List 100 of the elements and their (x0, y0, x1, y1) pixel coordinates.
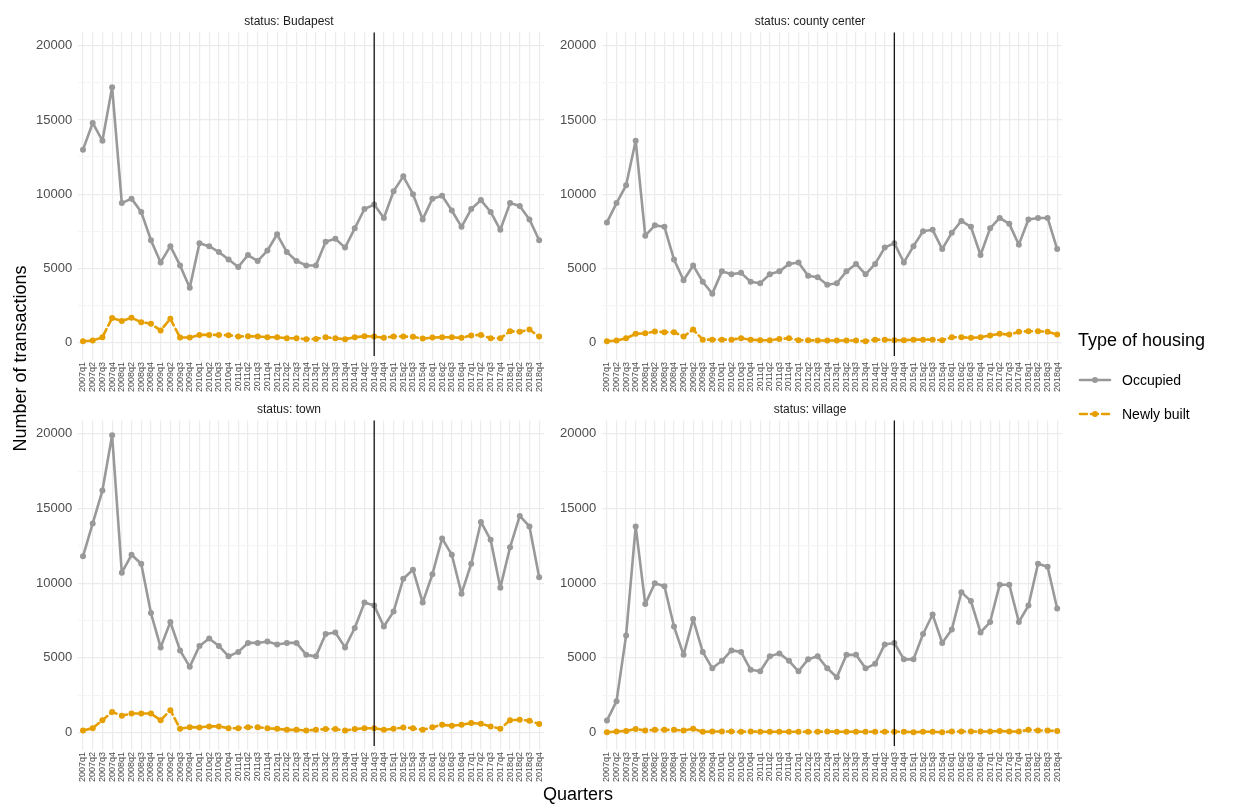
x-tick-label: 2016q1 (946, 751, 957, 783)
point (920, 336, 927, 343)
x-tick-label: 2018q1 (1022, 361, 1033, 393)
point (776, 728, 783, 735)
x-tick-label: 2007q1 (77, 361, 88, 393)
y-tick-label: 20000 (559, 425, 597, 441)
x-tick-label: 2014q3 (368, 751, 379, 783)
chart-title: status: county center (754, 13, 866, 28)
point (929, 611, 936, 618)
point (507, 717, 514, 724)
x-tick-label: 2016q3 (965, 751, 976, 783)
point (1044, 727, 1051, 734)
point (196, 331, 203, 338)
point (939, 337, 946, 344)
point (89, 337, 96, 344)
point (293, 726, 300, 733)
point (766, 653, 773, 660)
point (1006, 581, 1013, 588)
point (958, 334, 965, 341)
x-tick-label: 2013q2 (840, 361, 851, 393)
x-tick-label: 2009q3 (697, 751, 708, 783)
point (853, 728, 859, 735)
point (939, 729, 946, 736)
x-tick-label: 2011q3 (773, 361, 784, 392)
point (776, 335, 783, 342)
chart-title: status: town (256, 401, 322, 416)
point (776, 650, 783, 657)
point (920, 630, 927, 637)
point (738, 335, 745, 342)
x-tick-label: 2012q1 (271, 751, 282, 783)
point (186, 334, 193, 341)
point (1006, 220, 1013, 227)
point (747, 666, 754, 673)
x-tick-label: 2013q2 (840, 751, 851, 783)
x-tick-label: 2015q4 (936, 361, 947, 393)
x-tick-label: 2011q1 (232, 751, 243, 782)
point (215, 642, 222, 649)
point (699, 728, 706, 735)
point (805, 656, 812, 663)
point (507, 544, 514, 551)
x-tick-label: 2013q2 (320, 361, 331, 393)
point (642, 727, 649, 734)
x-tick-label: 2009q3 (174, 361, 185, 393)
point (448, 334, 455, 341)
point (322, 238, 329, 245)
x-tick-label: 2011q1 (232, 361, 243, 392)
x-tick-label: 2017q2 (475, 751, 486, 783)
point (680, 277, 687, 284)
x-tick-label: 2018q3 (523, 361, 534, 393)
point (1044, 214, 1051, 221)
x-tick-label: 2012q1 (793, 751, 804, 783)
x-tick-label: 2008q1 (639, 361, 650, 393)
x-tick-label: 2009q2 (687, 751, 698, 783)
x-tick-label: 2014q2 (358, 361, 369, 393)
point (128, 195, 135, 202)
point (448, 207, 455, 214)
point (448, 551, 455, 558)
point (439, 721, 446, 728)
x-tick-label: 2012q2 (802, 751, 813, 783)
point (795, 337, 802, 344)
point (967, 598, 974, 605)
point (977, 629, 984, 636)
x-tick-label: 2012q4 (300, 751, 311, 783)
point (642, 330, 649, 337)
point (920, 728, 927, 735)
point (785, 657, 792, 664)
x-tick-label: 2014q2 (358, 751, 369, 783)
point (747, 336, 754, 343)
x-tick-label: 2018q3 (1042, 751, 1053, 783)
x-tick-label: 2010q2 (203, 361, 214, 393)
point (776, 268, 783, 275)
x-tick-label: 2016q2 (955, 361, 966, 393)
x-tick-label: 2011q4 (783, 361, 794, 392)
x-tick-label: 2009q3 (174, 751, 185, 783)
x-tick-label: 2015q3 (407, 751, 418, 783)
x-tick-label: 2008q1 (639, 751, 650, 783)
point (651, 726, 658, 733)
point (196, 642, 203, 649)
point (536, 721, 543, 728)
x-tick-label: 2012q4 (821, 361, 832, 393)
point (128, 314, 135, 321)
point (766, 271, 773, 278)
x-tick-label: 2007q4 (630, 751, 641, 783)
y-tick-label: 10000 (559, 574, 597, 590)
point (690, 616, 697, 623)
point (99, 717, 106, 724)
x-tick-label: 2008q4 (668, 751, 679, 783)
x-tick-label: 2011q1 (754, 751, 765, 782)
point (603, 338, 610, 345)
point (613, 337, 620, 344)
point (757, 280, 764, 287)
point (1006, 728, 1013, 735)
point (264, 725, 271, 732)
x-tick-label: 2017q3 (485, 361, 496, 393)
x-tick-label: 2016q2 (436, 361, 447, 393)
point (458, 721, 465, 728)
x-tick-label: 2009q3 (697, 361, 708, 393)
x-tick-label: 2010q3 (213, 361, 224, 393)
point (468, 560, 475, 567)
y-tick-label: 20000 (35, 425, 73, 441)
